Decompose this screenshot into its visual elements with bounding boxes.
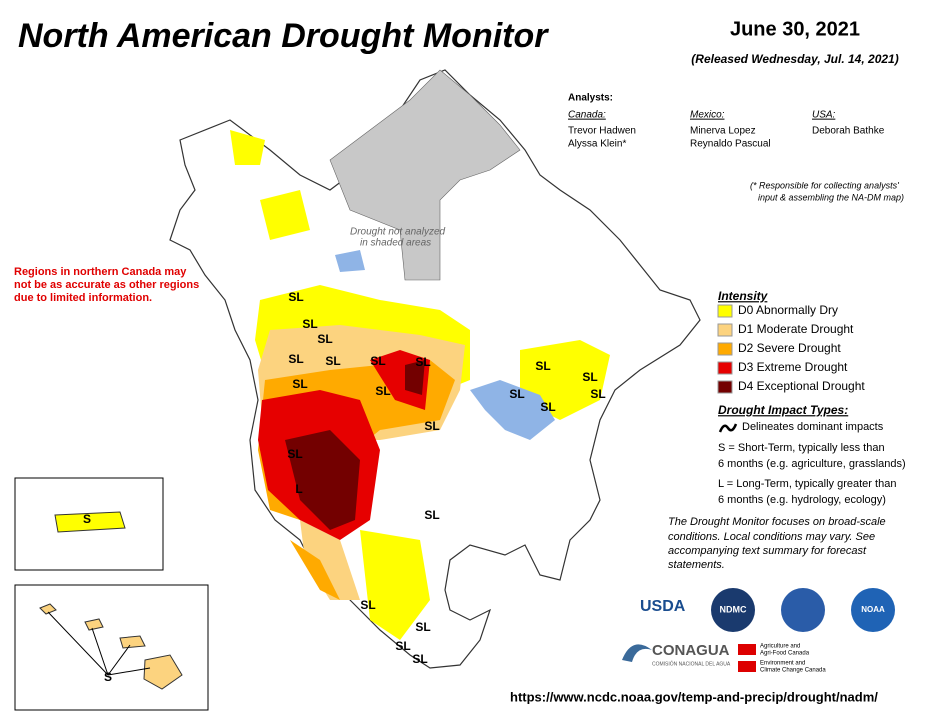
- impact-label: SL: [395, 639, 410, 653]
- legend-swatch: [717, 323, 733, 337]
- impact-label: SL: [375, 384, 390, 398]
- impact-line: Delineates dominant impacts: [742, 421, 884, 433]
- analysts-heading: Analysts:: [568, 93, 613, 104]
- noaa-logo: [851, 588, 895, 632]
- legend-swatch: [717, 380, 733, 394]
- great-lakes: [335, 250, 555, 440]
- impact-label: SL: [370, 354, 385, 368]
- conagua-logo: CONAGUA: [652, 642, 730, 659]
- impact-label: SL: [287, 447, 302, 461]
- not-analyzed-area: [329, 69, 521, 281]
- legend-label: D2 Severe Drought: [738, 341, 841, 355]
- impact-label: L: [295, 482, 302, 496]
- inset-puerto-rico: [14, 477, 164, 571]
- inset-hawaii: [14, 584, 209, 711]
- analyst-note: input & assembling the NA-DM map): [758, 192, 904, 202]
- logos: USDA NDMC NOAA CONAGUA COMISIÓN NACIONAL…: [622, 588, 895, 674]
- analyst: Trevor Hadwen: [568, 126, 636, 137]
- impact-label: SL: [509, 387, 524, 401]
- aafc: Agri-Food Canada: [760, 651, 810, 657]
- seal-logo: [781, 588, 825, 632]
- impact-label: SL: [582, 370, 597, 384]
- impact-line: L = Long-Term, typically greater than: [718, 478, 896, 490]
- impact-label: SL: [288, 352, 303, 366]
- noaa-text: NOAA: [861, 605, 885, 614]
- map: [169, 69, 701, 669]
- url: https://www.ncdc.noaa.gov/temp-and-preci…: [510, 689, 878, 704]
- impact-label: SL: [415, 355, 430, 369]
- analyst: Deborah Bathke: [812, 126, 885, 137]
- legend-swatch: [717, 361, 733, 375]
- legend-label: D1 Moderate Drought: [738, 322, 854, 336]
- conagua-sub: COMISIÓN NACIONAL DEL AGUA: [652, 660, 731, 667]
- impact-label: SL: [540, 400, 555, 414]
- statement-line: conditions. Local conditions may vary. S…: [668, 531, 875, 543]
- impact-label: SL: [415, 620, 430, 634]
- legend-swatch: [717, 342, 733, 356]
- eccc: Environment and: [760, 661, 805, 667]
- impact-label: S: [104, 670, 112, 684]
- impact-label: SL: [317, 332, 332, 346]
- impact-label: SL: [292, 377, 307, 391]
- usda-logo: USDA: [640, 598, 686, 615]
- impact-label: SL: [412, 652, 427, 666]
- impact-label: SL: [424, 419, 439, 433]
- analyst: Alyssa Klein*: [568, 139, 626, 150]
- not-analyzed-note: in shaded areas: [360, 238, 431, 249]
- red-note-line: due to limited information.: [14, 292, 152, 304]
- statement-line: accompanying text summary for forecast: [668, 545, 867, 557]
- red-note-line: Regions in northern Canada may: [14, 266, 187, 278]
- impact-heading: Drought Impact Types:: [718, 403, 848, 417]
- canada-flag: [738, 661, 756, 672]
- impact-line: S = Short-Term, typically less than: [718, 442, 885, 454]
- intensity-legend: D0 Abnormally Dry D1 Moderate Drought D2 S…: [717, 303, 865, 394]
- date: June 30, 2021: [730, 18, 860, 40]
- ndmc-logo: [711, 588, 755, 632]
- analyst-country: USA:: [812, 110, 836, 121]
- analyst: Minerva Lopez: [690, 126, 756, 137]
- impact-line: 6 months (e.g. agriculture, grasslands): [718, 458, 906, 470]
- statement-line: The Drought Monitor focuses on broad-sca…: [668, 516, 886, 528]
- impact-label: SL: [302, 317, 317, 331]
- impact-label: SL: [424, 508, 439, 522]
- red-note-line: not be as accurate as other regions: [14, 279, 199, 291]
- impact-icon: [718, 423, 738, 433]
- statement-line: statements.: [668, 559, 725, 571]
- legend-label: D3 Extreme Drought: [738, 360, 848, 374]
- red-note: Regions in northern Canada may not be as…: [14, 266, 199, 304]
- impact-line: 6 months (e.g. hydrology, ecology): [718, 494, 886, 506]
- analyst-country: Canada:: [568, 110, 606, 121]
- impact-label: SL: [360, 598, 375, 612]
- analyst-note: (* Responsible for collecting analysts': [750, 180, 899, 190]
- impact-label: SL: [288, 290, 303, 304]
- ndmc-text: NDMC: [720, 604, 747, 614]
- conagua-icon: [622, 644, 652, 662]
- intensity-heading: Intensity: [718, 289, 769, 303]
- eccc: Climate Change Canada: [760, 668, 826, 674]
- title: North American Drought Monitor: [18, 17, 549, 55]
- analyst-country: Mexico:: [690, 110, 725, 121]
- impact-label: SL: [535, 359, 550, 373]
- d4-area: [285, 360, 425, 530]
- aafc: Agriculture and: [760, 644, 800, 650]
- released: (Released Wednesday, Jul. 14, 2021): [691, 52, 898, 66]
- canada-flag: [738, 644, 756, 655]
- legend-label: D0 Abnormally Dry: [738, 303, 838, 317]
- not-analyzed-note: Drought not analyzed: [350, 227, 446, 238]
- impact-label: SL: [590, 387, 605, 401]
- legend-label: D4 Exceptional Drought: [738, 379, 865, 393]
- legend-swatch: [717, 304, 733, 318]
- impact-label: S: [83, 512, 91, 526]
- impact-label: SL: [325, 354, 340, 368]
- analyst: Reynaldo Pascual: [690, 139, 771, 150]
